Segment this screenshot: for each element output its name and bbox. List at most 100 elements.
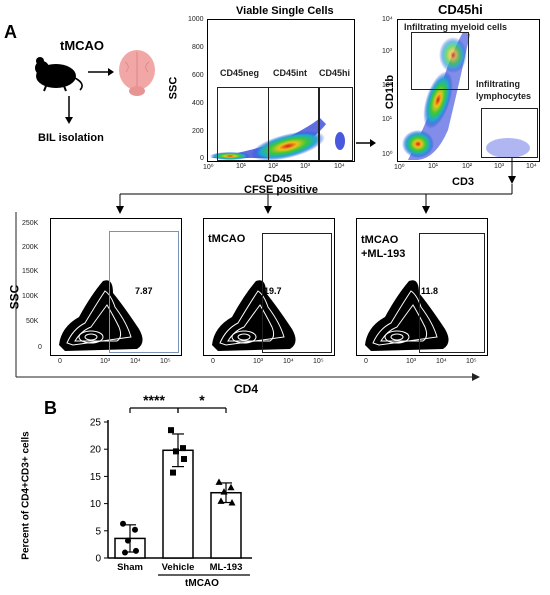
row-axes — [15, 212, 480, 381]
y-tick-label: 10 — [90, 499, 102, 510]
cd4-ytick: 250K — [22, 220, 39, 227]
panel-letter-b: B — [44, 398, 57, 418]
gate-cd4 — [109, 231, 179, 353]
cd45hi-ytick: 10¹ — [382, 116, 393, 123]
cd45hi-ytick: 10³ — [382, 48, 393, 55]
cd4-xtick: 0 — [58, 358, 62, 365]
panel-letter-a: A — [4, 22, 17, 42]
data-point — [132, 526, 138, 533]
mouse-icon — [28, 48, 88, 92]
cd45hi-xlabel: CD3 — [452, 176, 475, 188]
data-point — [217, 497, 225, 504]
data-point — [120, 520, 126, 527]
cd4-axis-label: CD4 — [234, 382, 259, 396]
y-tick-label: 15 — [90, 472, 102, 483]
cd4-xtick: 10³ — [100, 358, 111, 365]
cd45hi-title: CD45hi — [438, 2, 483, 17]
cd4-xtick: 10⁴ — [283, 358, 294, 365]
viable-xtick: 10² — [268, 163, 279, 170]
viable-ytick: 200 — [192, 128, 204, 135]
plot-condition-label: tMCAO — [208, 233, 246, 245]
cd4-xtick: 10⁴ — [130, 358, 141, 365]
contour-plot — [365, 280, 449, 351]
data-point — [228, 499, 236, 506]
cd4-ytick: 200K — [22, 244, 39, 251]
viable-ytick: 1000 — [188, 16, 204, 23]
gate-cd45neg — [217, 87, 269, 161]
data-point — [170, 469, 176, 476]
viable-xlabel: CD45 — [264, 173, 293, 185]
viable-ytick: 800 — [192, 44, 204, 51]
brain-icon — [116, 48, 158, 98]
viable-xtick: 10⁰ — [203, 164, 214, 171]
cd45hi-xtick: 10² — [462, 163, 473, 170]
category-label: Sham — [117, 562, 143, 573]
viable-plot: CD45neg CD45int CD45hi — [207, 19, 355, 162]
gate-cd4 — [419, 233, 485, 353]
bar-ylabel: Percent of CD4+CD3+ cells — [20, 431, 32, 560]
viable-ytick: 600 — [192, 72, 204, 79]
cd4-xtick: 10⁵ — [160, 358, 171, 365]
cd45hi-xtick: 10⁴ — [526, 163, 537, 170]
y-tick-label: 20 — [90, 445, 102, 456]
isolation-label: BIL isolation — [38, 132, 104, 144]
cd45hi-ylabel: CD11b — [384, 74, 397, 110]
gate-label-cd45int: CD45int — [273, 68, 308, 78]
data-point — [133, 547, 139, 554]
plot-condition-label: tMCAO +ML-193 — [361, 234, 406, 260]
viable-xtick: 10¹ — [236, 163, 247, 170]
gate-cd45int — [268, 87, 319, 161]
group-label: tMCAO — [185, 578, 219, 589]
arrow-right-icon — [88, 64, 114, 76]
cfse-label: CFSE positive — [244, 184, 318, 196]
gate-label-lymphocytes: Infiltrating lymphocytes — [476, 79, 532, 101]
y-tick-label: 25 — [90, 418, 102, 429]
gate-percent: 19.7 — [264, 286, 282, 296]
gate-label-myeloid: Infiltrating myeloid cells — [404, 22, 508, 32]
viable-ytick: 400 — [192, 100, 204, 107]
cd45hi-ytick: 10⁴ — [382, 16, 393, 23]
data-point — [180, 445, 186, 452]
arrow-down-icon — [64, 96, 74, 124]
gate-cd45hi — [319, 87, 353, 161]
contour-plot — [59, 280, 143, 351]
category-label: Vehicle — [162, 562, 195, 573]
gate-myeloid — [411, 32, 469, 90]
data-point — [220, 488, 228, 495]
cd45hi-xtick: 10⁰ — [394, 164, 405, 171]
viable-xtick: 10⁴ — [334, 163, 345, 170]
gate-label-cd45hi: CD45hi — [319, 68, 351, 78]
significance-label: * — [199, 392, 205, 408]
cd4-ytick: 0 — [38, 344, 42, 351]
bar — [162, 449, 194, 559]
cd4-xtick: 10³ — [406, 358, 417, 365]
data-point — [227, 483, 235, 491]
arrow-right-icon — [356, 135, 376, 147]
data-point — [215, 478, 223, 485]
y-tick-label: 5 — [95, 526, 101, 537]
viable-title: Viable Single Cells — [236, 5, 334, 17]
gate-lymphocytes — [481, 108, 538, 158]
cd45hi-xtick: 10¹ — [428, 163, 439, 170]
gate-percent: 11.8 — [421, 286, 439, 296]
cd4-xtick: 10⁴ — [436, 358, 447, 365]
data-point — [173, 448, 179, 455]
cd4-xtick: 0 — [211, 358, 215, 365]
category-label: ML-193 — [210, 562, 243, 573]
viable-ylabel: SSC — [167, 76, 180, 100]
contour-plot — [212, 280, 296, 351]
cd4-xtick: 10³ — [253, 358, 264, 365]
data-point — [125, 537, 131, 544]
flow-connector — [116, 158, 516, 214]
data-point — [181, 455, 187, 462]
cd4-ytick: 100K — [22, 293, 39, 300]
viable-xtick: 10³ — [300, 163, 311, 170]
y-tick-label: 0 — [95, 554, 101, 565]
cd45hi-plot: Infiltrating myeloid cells Infiltrating … — [397, 19, 540, 162]
gate-cd4 — [262, 233, 332, 353]
data-point — [122, 549, 128, 556]
cd4-xtick: 10⁵ — [313, 358, 324, 365]
cd45hi-ytick: 10² — [382, 82, 393, 89]
significance-label: **** — [143, 392, 165, 408]
